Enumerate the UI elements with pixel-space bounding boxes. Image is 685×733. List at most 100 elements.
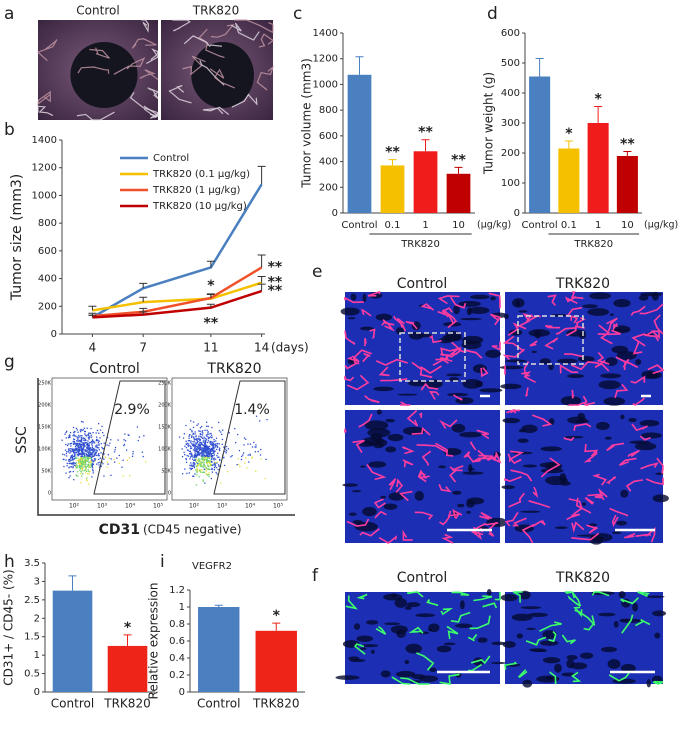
event — [89, 449, 91, 451]
event — [77, 453, 80, 455]
event — [187, 455, 190, 457]
event — [218, 448, 221, 451]
event — [199, 447, 201, 449]
void — [518, 590, 531, 600]
event — [214, 450, 216, 452]
void — [605, 357, 618, 366]
void — [367, 428, 391, 438]
event — [198, 438, 200, 440]
vessel — [437, 295, 460, 305]
event — [213, 463, 216, 465]
vessel — [583, 615, 595, 631]
event — [71, 459, 73, 461]
event — [203, 459, 205, 462]
event — [185, 447, 188, 449]
vessel — [231, 93, 258, 108]
event — [80, 464, 83, 466]
event — [86, 447, 89, 449]
event — [191, 443, 193, 445]
event — [194, 463, 196, 466]
vessel — [378, 366, 390, 377]
event — [218, 456, 220, 458]
void — [567, 374, 585, 379]
event — [227, 448, 230, 450]
event — [114, 446, 117, 449]
event — [248, 461, 250, 463]
vessel — [400, 401, 411, 406]
void — [616, 351, 637, 360]
event — [255, 415, 258, 417]
event — [211, 458, 213, 460]
series-line — [92, 266, 263, 318]
event — [136, 426, 139, 428]
event — [92, 448, 94, 450]
legend-label: TRK820 (1 μg/kg) — [152, 185, 241, 196]
event — [195, 436, 197, 438]
event — [197, 447, 199, 449]
event — [83, 453, 85, 456]
event — [204, 445, 206, 447]
event — [203, 457, 206, 459]
photo-label: TRK820 — [192, 4, 239, 18]
event — [102, 463, 104, 465]
vessel — [449, 466, 457, 483]
event — [79, 469, 81, 471]
event — [206, 462, 208, 464]
event — [75, 457, 77, 459]
event — [202, 466, 204, 468]
significance: ** — [268, 283, 283, 299]
event — [199, 462, 201, 465]
flow-y-label: SSC — [14, 426, 30, 454]
event — [208, 468, 210, 471]
event — [194, 453, 196, 455]
vessel — [571, 291, 584, 300]
void — [353, 623, 361, 630]
event — [211, 448, 213, 450]
event — [76, 442, 78, 444]
y-tick-label: 1.2 — [169, 585, 185, 596]
void — [616, 520, 628, 526]
void — [596, 421, 610, 431]
event — [211, 447, 214, 449]
event — [197, 446, 199, 448]
event — [210, 443, 212, 446]
vessel — [606, 476, 617, 485]
event — [244, 462, 246, 464]
event — [78, 447, 80, 449]
void — [512, 298, 525, 308]
event — [85, 466, 87, 468]
event — [196, 442, 198, 444]
event — [75, 475, 78, 477]
vessel — [367, 290, 381, 297]
event — [254, 446, 256, 448]
event — [221, 438, 224, 441]
event — [65, 437, 67, 439]
void — [459, 600, 465, 610]
event — [86, 456, 89, 458]
event — [93, 458, 96, 460]
event — [205, 448, 208, 450]
void — [516, 633, 524, 639]
event — [206, 429, 208, 431]
event — [92, 467, 94, 469]
event — [80, 482, 82, 484]
event — [79, 429, 81, 431]
event — [90, 452, 92, 454]
vessel — [452, 509, 463, 519]
event — [245, 438, 247, 440]
vessel — [539, 621, 562, 632]
void — [522, 464, 538, 468]
flow-plot — [171, 377, 288, 501]
vessel — [374, 510, 387, 519]
vessel — [652, 680, 664, 685]
event — [92, 463, 95, 466]
event — [194, 431, 196, 433]
event — [69, 458, 71, 460]
vessel — [559, 364, 579, 374]
vessel — [256, 65, 275, 91]
event — [81, 420, 83, 423]
event — [199, 465, 201, 467]
event — [202, 460, 204, 462]
y-axis-label: Tumor weight (g) — [482, 72, 496, 175]
event — [95, 432, 97, 434]
